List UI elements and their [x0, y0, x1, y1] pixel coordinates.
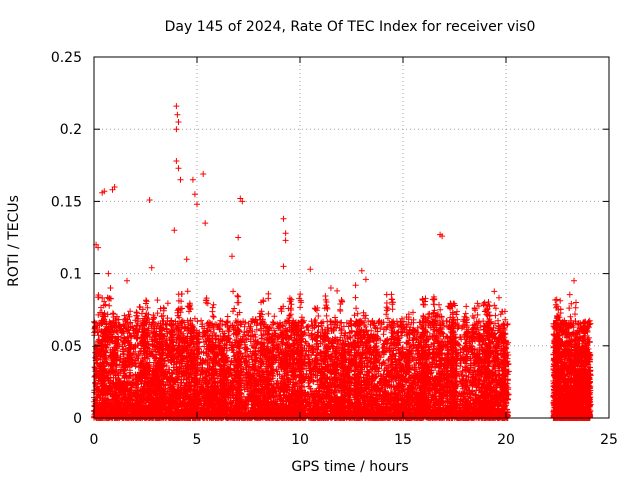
x-tick-label: 5 — [193, 432, 202, 448]
y-tick-label: 0.2 — [60, 122, 82, 138]
y-tick-label: 0.1 — [60, 267, 82, 283]
chart-title: Day 145 of 2024, Rate Of TEC Index for r… — [165, 19, 536, 35]
data-points — [91, 103, 594, 421]
y-tick-label: 0.25 — [51, 50, 82, 66]
y-tick-label: 0.15 — [51, 194, 82, 210]
x-axis-label: GPS time / hours — [291, 459, 408, 475]
x-tick-label: 25 — [600, 432, 618, 448]
x-tick-label: 0 — [90, 432, 99, 448]
y-tick-label: 0 — [73, 411, 82, 427]
x-tick-label: 20 — [497, 432, 515, 448]
roti-point-markers — [91, 103, 594, 421]
x-tick-label: 15 — [394, 432, 412, 448]
plot-frame — [93, 56, 610, 419]
y-tick-label: 0.05 — [51, 339, 82, 355]
axis-ticks: 0 5 10 15 20 25 0 0.05 0.1 0.15 0.2 0.25 — [51, 50, 618, 448]
y-axis-label: ROTI / TECUs — [6, 195, 22, 287]
x-tick-label: 10 — [291, 432, 309, 448]
